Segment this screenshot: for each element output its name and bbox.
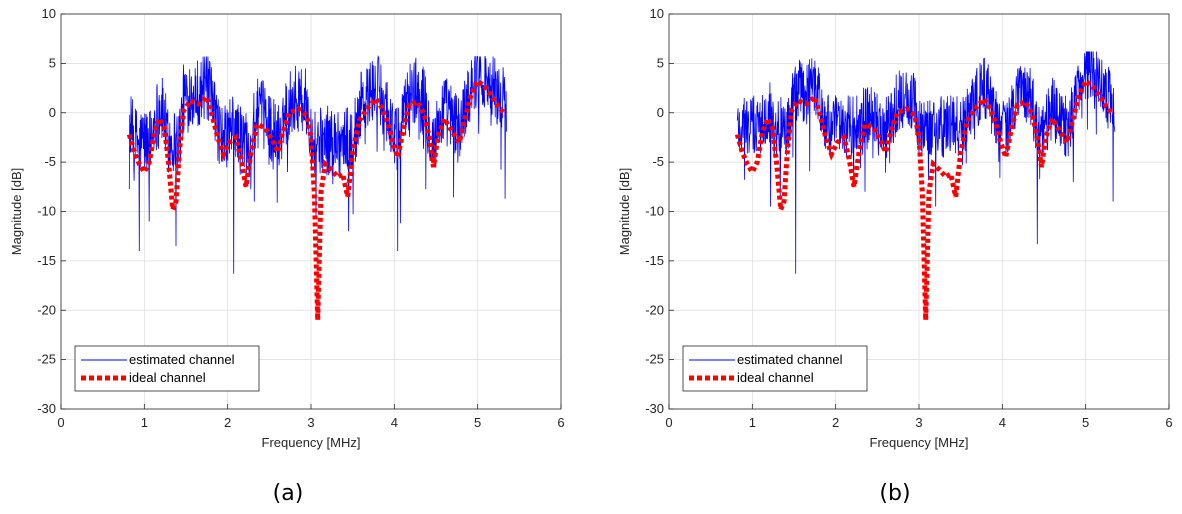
y-axis-label: Magnitude [dB] <box>617 168 632 255</box>
ideal-channel-line <box>126 77 508 321</box>
x-tick-label: 2 <box>832 415 839 430</box>
y-tick-label: -15 <box>645 253 664 268</box>
x-tick-label: 0 <box>665 415 672 430</box>
legend-label-estimated: estimated channel <box>737 352 843 367</box>
y-tick-label: -10 <box>645 204 664 219</box>
x-axis-label: Frequency [MHz] <box>870 435 969 450</box>
legend: estimated channel ideal channel <box>682 345 868 392</box>
y-tick-label: 0 <box>657 105 664 120</box>
x-tick-label: 5 <box>474 415 481 430</box>
legend-box <box>682 345 868 392</box>
y-tick-label: -30 <box>37 401 56 416</box>
x-tick-label: 2 <box>224 415 231 430</box>
y-tick-label: -10 <box>37 204 56 219</box>
y-tick-label: 5 <box>49 55 56 70</box>
legend-label-ideal: ideal channel <box>737 370 814 385</box>
x-tick-label: 3 <box>307 415 314 430</box>
legend-label-estimated: estimated channel <box>129 352 235 367</box>
y-tick-label: -30 <box>645 401 664 416</box>
x-tick-label: 1 <box>141 415 148 430</box>
y-tick-label: -25 <box>645 352 664 367</box>
y-tick-label: 5 <box>657 55 664 70</box>
y-tick-label: -5 <box>652 154 664 169</box>
x-tick-label: 4 <box>391 415 398 430</box>
y-tick-label: 10 <box>650 6 664 21</box>
panel-b: 0 1 2 3 4 5 6 -30 -25 -20 -15 -10 -5 0 5 10 Frequency [M… <box>617 6 1173 506</box>
y-tick-label: -15 <box>37 253 56 268</box>
x-tick-label: 6 <box>1165 415 1172 430</box>
y-tick-label: -20 <box>645 302 664 317</box>
y-tick-label: 0 <box>49 105 56 120</box>
estimated-channel-line <box>736 51 1116 274</box>
plot-area <box>734 51 1116 321</box>
x-tick-label: 0 <box>57 415 64 430</box>
panel-a: 0 1 2 3 4 5 6 -30 -25 -20 -15 -10 -5 0 5 10 Frequency [M… <box>9 6 565 506</box>
legend-box <box>74 345 260 392</box>
y-tick-label: -5 <box>44 154 56 169</box>
x-tick-label: 4 <box>999 415 1006 430</box>
x-tick-label: 3 <box>915 415 922 430</box>
x-tick-label: 5 <box>1082 415 1089 430</box>
legend: estimated channel ideal channel <box>74 345 260 392</box>
y-tick-label: -20 <box>37 302 56 317</box>
y-axis-label: Magnitude [dB] <box>9 168 24 255</box>
y-tick-label: -25 <box>37 352 56 367</box>
x-tick-label: 6 <box>557 415 564 430</box>
ideal-channel-line <box>734 77 1116 321</box>
plot-area <box>126 55 508 321</box>
x-axis-label: Frequency [MHz] <box>262 435 361 450</box>
legend-label-ideal: ideal channel <box>129 370 206 385</box>
panel-caption: (b) <box>879 481 910 506</box>
y-tick-label: 10 <box>42 6 56 21</box>
x-tick-label: 1 <box>749 415 756 430</box>
panel-caption: (a) <box>273 481 304 506</box>
